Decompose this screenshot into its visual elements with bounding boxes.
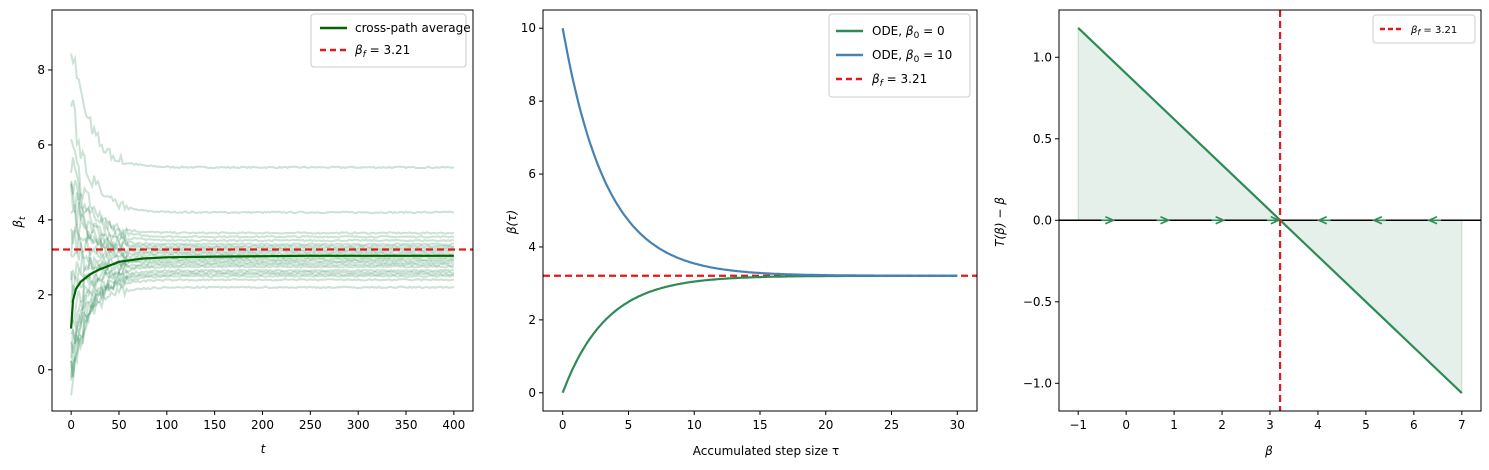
sample-path-line: [70, 270, 454, 378]
y-tick-label: 1.0: [1033, 50, 1052, 64]
panel-3-plot-area: [1058, 9, 1482, 412]
y-tick-label: 6: [528, 167, 536, 181]
y-tick-label: 0: [37, 363, 45, 377]
x-tick-label: 25: [884, 418, 899, 432]
sample-path-line: [70, 285, 454, 377]
panel-2-ode: 0 5 10 15 20 25 30 0 2 4 6 8 10 Accumulated step siz…: [505, 9, 978, 458]
x-tick-label: 4: [1314, 418, 1322, 432]
sample-path-line: [70, 209, 454, 251]
sample-path-line: [70, 53, 455, 170]
y-tick-label: −0.5: [1023, 295, 1052, 309]
x-tick-label: 15: [752, 418, 767, 432]
panel-2-plot-area: [542, 9, 978, 412]
panel-2-series: [543, 28, 977, 394]
y-tick-label: −1.0: [1023, 376, 1052, 390]
x-tick-label: 30: [950, 418, 965, 432]
y-tick-label: 0.5: [1033, 132, 1052, 146]
x-tick-label: 3: [1266, 418, 1274, 432]
x-tick-label: 300: [347, 418, 370, 432]
y-tick-label: 8: [37, 63, 45, 77]
legend-average-label: cross-path average: [355, 21, 471, 35]
panel-2-x-label: Accumulated step size τ: [693, 444, 839, 458]
legend-beta-f-label: βf = 3.21: [354, 43, 410, 60]
y-tick-label: 10: [521, 21, 536, 35]
x-tick-label: 0: [67, 418, 75, 432]
x-tick-label: 1: [1170, 418, 1178, 432]
panel-2-legend: ODE, β0 = 0 ODE, β0 = 10 βf = 3.21: [828, 13, 971, 98]
ode-line-0: [561, 274, 958, 394]
panel-2-legend-box: [828, 13, 971, 98]
x-tick-label: 2: [1218, 418, 1226, 432]
y-tick-label: 6: [37, 138, 45, 152]
panel-1-y-label: βt: [11, 216, 28, 229]
y-tick-label: 8: [528, 94, 536, 108]
sample-path-line: [70, 157, 455, 242]
sample-path-line: [70, 229, 455, 259]
panel-3-y-label: T(β) − β: [993, 197, 1007, 247]
tb-minus-b-line: [1077, 27, 1463, 394]
panel-3-ticks: −1 0 1 2 3 4 5 6 7 −1.0 −0.5 0.0 0.5 1.0: [1023, 50, 1466, 432]
average-line: [70, 254, 454, 329]
y-tick-label: 0: [528, 386, 536, 400]
x-tick-label: 350: [395, 418, 418, 432]
x-tick-label: 250: [299, 418, 322, 432]
x-tick-label: 7: [1458, 418, 1466, 432]
panel-3-legend-box: [1372, 14, 1476, 44]
sample-path-line: [70, 262, 455, 344]
panel-3-legend: βf = 3.21: [1372, 14, 1476, 44]
sample-path-line: [70, 260, 454, 329]
sample-path-line: [70, 274, 455, 396]
panel-2-ticks: 0 5 10 15 20 25 30 0 2 4 6 8 10: [521, 21, 965, 432]
x-tick-label: 5: [625, 418, 633, 432]
x-tick-label: 100: [155, 418, 178, 432]
sample-path-line: [70, 268, 454, 379]
sample-path-line: [70, 182, 454, 248]
legend-ode-10-label: ODE, β0 = 10: [872, 48, 952, 65]
panel-2-y-label: β(τ): [505, 210, 519, 235]
x-tick-label: 5: [1362, 418, 1370, 432]
panel-1-ticks: 0 50 100 150 200 250 300 350 400 0 2 4 6 8: [37, 63, 465, 432]
panel-1-legend: cross-path average βf = 3.21: [310, 13, 471, 68]
x-tick-label: 6: [1410, 418, 1418, 432]
sample-path-line: [70, 264, 455, 359]
y-tick-label: 4: [37, 213, 45, 227]
x-tick-label: 20: [818, 418, 833, 432]
panel-1-x-label: t: [261, 442, 267, 456]
sample-path-line: [70, 272, 455, 381]
sample-path-line: [70, 99, 455, 215]
x-tick-label: 0: [559, 418, 567, 432]
x-tick-label: 200: [251, 418, 274, 432]
x-tick-label: 0: [1122, 418, 1130, 432]
sample-path-line: [70, 138, 455, 236]
y-tick-label: 0.0: [1033, 213, 1052, 227]
panel-1-series: [52, 53, 473, 396]
sample-path-line: [70, 254, 455, 297]
y-tick-label: 2: [528, 313, 536, 327]
x-tick-label: 50: [111, 418, 126, 432]
panel-1-cross-path: 0 50 100 150 200 250 300 350 400 0 2 4 6 8 t βt cross…: [11, 9, 474, 456]
sample-path-line: [71, 242, 455, 263]
y-tick-label: 4: [528, 240, 536, 254]
sample-path-line: [70, 179, 455, 243]
sample-path-line: [70, 259, 454, 327]
x-tick-label: −1: [1069, 418, 1087, 432]
sample-path-line: [70, 255, 455, 304]
sample-path-line: [70, 184, 454, 252]
x-tick-label: 150: [203, 418, 226, 432]
axes-frame: [51, 9, 474, 412]
x-tick-label: 400: [442, 418, 465, 432]
x-tick-label: 10: [687, 418, 702, 432]
panel-1-plot-area: [51, 9, 474, 412]
panel-3-fixed-point: −1 0 1 2 3 4 5 6 7 −1.0 −0.5 0.0 0.5 1.0 β T(β) − β β…: [993, 9, 1482, 458]
panel-3-series: [1059, 10, 1481, 411]
panel-1-legend-box: [310, 13, 467, 68]
legend-ode-0-label: ODE, β0 = 0: [872, 24, 945, 41]
ode-line-1: [561, 28, 958, 277]
y-tick-label: 2: [37, 288, 45, 302]
legend-p3-beta-f-label: βf = 3.21: [1410, 25, 1457, 37]
panel-3-x-label: β: [1264, 444, 1273, 458]
sample-path-line: [70, 277, 454, 354]
legend-p2-beta-f-label: βf = 3.21: [871, 72, 927, 89]
